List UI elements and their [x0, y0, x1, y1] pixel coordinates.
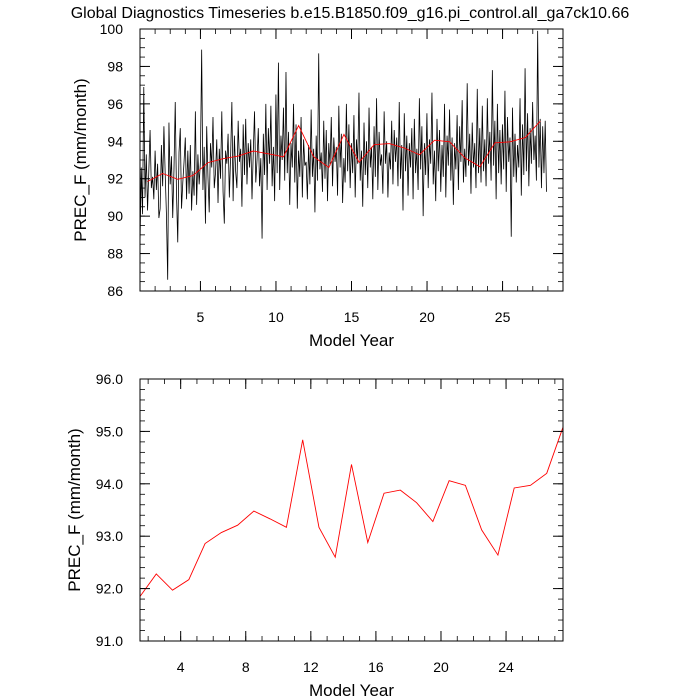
chart2-x-tick-label: 20: [433, 659, 449, 675]
chart1-y-axis-label: PREC_F (mm/month): [71, 78, 90, 241]
chart1-x-tick-label: 10: [268, 309, 284, 325]
chart2-y-tick-label: 92.0: [96, 581, 123, 597]
chart1-x-tick-label: 5: [197, 309, 205, 325]
chart2-x-tick-label: 16: [368, 659, 384, 675]
chart1-y-tick-label: 88: [107, 246, 123, 262]
chart2-x-tick-label: 12: [303, 659, 319, 675]
chart2-y-axis-label: PREC_F (mm/month): [65, 428, 84, 591]
chart1-y-tick-label: 98: [107, 58, 123, 74]
chart2-y-tick-label: 95.0: [96, 423, 123, 439]
chart1-x-tick-label: 20: [419, 309, 435, 325]
chart2-x-tick-label: 8: [242, 659, 250, 675]
chart1-y-tick-label: 94: [107, 133, 123, 149]
chart2-y-tick-label: 96.0: [96, 371, 123, 387]
chart1-y-tick-label: 92: [107, 171, 123, 187]
chart1-x-axis-label: Model Year: [309, 331, 394, 350]
chart2-y-tick-label: 94.0: [96, 476, 123, 492]
chart2-x-tick-label: 4: [177, 659, 185, 675]
chart1-y-tick-label: 86: [107, 283, 123, 299]
chart1-series-annual-mean: [147, 120, 541, 182]
chart1-y-tick-label: 90: [107, 208, 123, 224]
chart2-x-tick-label: 24: [498, 659, 514, 675]
chart-title: Global Diagnostics Timeseries b.e15.B185…: [71, 5, 630, 22]
chart2-y-tick-label: 93.0: [96, 528, 123, 544]
chart1-x-tick-label: 25: [495, 309, 511, 325]
chart1-y-tick-label: 96: [107, 96, 123, 112]
chart1-x-tick-label: 15: [344, 309, 360, 325]
chart1-series-monthly: [139, 30, 547, 280]
chart2-y-tick-label: 91.0: [96, 633, 123, 649]
chart2-x-axis-label: Model Year: [309, 681, 394, 700]
chart2-series-annual-mean: [139, 427, 564, 597]
chart1-y-tick-label: 100: [100, 21, 124, 37]
chart2-plot-frame: [139, 378, 564, 642]
